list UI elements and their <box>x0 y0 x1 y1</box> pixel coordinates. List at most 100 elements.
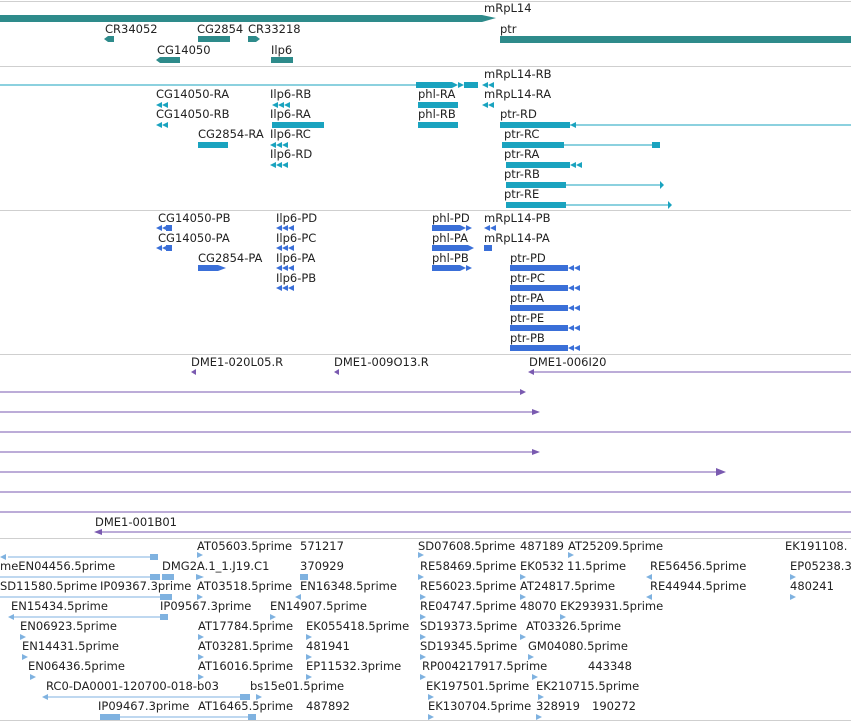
transcript-label[interactable]: mRpL14-RB <box>484 67 552 81</box>
transcript-label[interactable]: ptr-RC <box>504 127 540 141</box>
est-label[interactable]: EK210715.5prime <box>536 679 640 693</box>
protein-label[interactable]: phl-PA <box>432 231 468 245</box>
protein-label[interactable]: ptr-PD <box>510 251 546 265</box>
gene-label[interactable]: ptr <box>500 22 517 36</box>
protein-label[interactable]: CG14050-PB <box>158 211 231 225</box>
protein-label[interactable]: Ilp6-PA <box>276 251 316 265</box>
est-label[interactable]: EN15434.5prime <box>11 599 108 613</box>
est-label[interactable]: AT03281.5prime <box>198 639 294 653</box>
est-label[interactable]: SD19373.5prime <box>420 619 518 633</box>
est-label[interactable]: 11.5prime <box>567 559 627 573</box>
est-label[interactable]: AT16465.5prime <box>198 699 294 713</box>
est-label[interactable]: EP05238.3 <box>790 559 851 573</box>
est-label[interactable]: 443348 <box>588 659 632 673</box>
protein-label[interactable]: ptr-PC <box>510 271 545 285</box>
est-label[interactable]: AT03326.5prime <box>526 619 622 633</box>
est-label[interactable]: AT05603.5prime <box>197 539 293 553</box>
est-label[interactable]: EK197501.5prime <box>426 679 530 693</box>
est-label[interactable]: bs15e01.5prime <box>250 679 345 693</box>
protein-label[interactable]: ptr-PB <box>510 331 545 345</box>
est-label[interactable]: EK0532 <box>520 559 565 573</box>
est-label[interactable]: RC0-DA0001-120700-018-b03 <box>46 679 219 693</box>
est-label[interactable]: EP11532.3prime <box>306 659 402 673</box>
est-label[interactable]: RE44944.5prime <box>650 579 747 593</box>
transcript-label[interactable]: phl-RB <box>418 107 456 121</box>
clone-label[interactable]: DME1-006I20 <box>529 355 607 369</box>
transcript-label[interactable]: Ilp6-RB <box>270 87 312 101</box>
gene-label[interactable]: Ilp6 <box>271 43 293 57</box>
est-label[interactable]: RE56456.5prime <box>650 559 747 573</box>
est-label[interactable]: SD11580.5prime <box>0 579 98 593</box>
protein-label[interactable]: ptr-PA <box>510 291 545 305</box>
protein-label[interactable]: mRpL14-PA <box>484 231 550 245</box>
transcript-label[interactable]: CG2854-RA <box>198 127 264 141</box>
protein-label[interactable]: phl-PB <box>432 251 469 265</box>
est-label[interactable]: EK055418.5prime <box>306 619 410 633</box>
est-label[interactable]: EK191108. <box>785 539 848 553</box>
est-label[interactable]: meEN04456.5prime <box>0 559 116 573</box>
gene-label[interactable]: mRpL14 <box>484 1 532 15</box>
est-label[interactable]: EK293931.5prime <box>560 599 664 613</box>
est-label[interactable]: 481941 <box>306 639 350 653</box>
transcript-label[interactable]: mRpL14-RA <box>484 87 552 101</box>
est-label[interactable]: AT25209.5prime <box>568 539 664 553</box>
est-label[interactable]: 480241 <box>790 579 834 593</box>
transcript-label[interactable]: CG14050-RB <box>156 107 230 121</box>
protein-label[interactable]: Ilp6-PD <box>276 211 318 225</box>
transcript-label[interactable]: ptr-RB <box>504 167 540 181</box>
est-label[interactable]: EN16348.5prime <box>300 579 397 593</box>
transcript-label[interactable]: Ilp6-RD <box>270 147 313 161</box>
est-label[interactable]: AT16016.5prime <box>198 659 294 673</box>
gene-label[interactable]: CR33218 <box>248 22 301 36</box>
est-label[interactable]: 48070 <box>520 599 557 613</box>
est-label[interactable]: 571217 <box>300 539 344 553</box>
est-label[interactable]: EN06923.5prime <box>20 619 117 633</box>
est-label[interactable]: RE56023.5prime <box>420 579 517 593</box>
transcript-label[interactable]: phl-RA <box>418 87 456 101</box>
gene-label[interactable]: CG14050 <box>157 43 211 57</box>
est-label[interactable]: IP09367.3prime <box>100 579 192 593</box>
protein-label[interactable]: mRpL14-PB <box>484 211 551 225</box>
est-label[interactable]: EN14431.5prime <box>22 639 119 653</box>
est-label[interactable]: 487892 <box>306 699 350 713</box>
protein-label[interactable]: CG14050-PA <box>158 231 230 245</box>
transcript-label[interactable]: Ilp6-RA <box>270 107 311 121</box>
est-label[interactable]: AT24817.5prime <box>520 579 616 593</box>
transcript-label[interactable]: Ilp6-RC <box>270 127 311 141</box>
transcript-label[interactable]: CG14050-RA <box>156 87 230 101</box>
est-label[interactable]: 328919 <box>536 699 580 713</box>
est-label[interactable]: EN14907.5prime <box>270 599 367 613</box>
gene-cr34052-bar <box>104 36 114 42</box>
protein-label[interactable]: Ilp6-PB <box>276 271 317 285</box>
est-label[interactable]: AT03518.5prime <box>197 579 293 593</box>
protein-label[interactable]: phl-PD <box>432 211 470 225</box>
est-label[interactable]: SD07608.5prime <box>418 539 516 553</box>
est-label[interactable]: 370929 <box>300 559 344 573</box>
clone-label[interactable]: DME1-009O13.R <box>334 355 429 369</box>
protein-label[interactable]: CG2854-PA <box>198 251 263 265</box>
gene-cg2854-bar <box>198 36 230 42</box>
gene-ptr-bar <box>500 36 851 43</box>
protein-label[interactable]: Ilp6-PC <box>276 231 317 245</box>
est-label[interactable]: 487189 <box>520 539 564 553</box>
est-label[interactable]: AT17784.5prime <box>198 619 294 633</box>
transcript-label[interactable]: ptr-RE <box>504 187 540 201</box>
transcript-label[interactable]: ptr-RA <box>504 147 540 161</box>
clone-label[interactable]: DME1-020L05.R <box>191 355 284 369</box>
est-label[interactable]: IP09467.3prime <box>98 699 190 713</box>
est-label[interactable]: GM04080.5prime <box>528 639 628 653</box>
est-label[interactable]: RE04747.5prime <box>420 599 517 613</box>
est-label[interactable]: RE58469.5prime <box>420 559 517 573</box>
est-label[interactable]: EN06436.5prime <box>28 659 125 673</box>
est-label[interactable]: RP004217917.5prime <box>422 659 548 673</box>
est-label[interactable]: SD19345.5prime <box>420 639 518 653</box>
clone-label[interactable]: DME1-001B01 <box>95 515 177 529</box>
est-label[interactable]: 190272 <box>592 699 636 713</box>
est-label[interactable]: EK130704.5prime <box>428 699 532 713</box>
est-label[interactable]: IP09567.3prime <box>160 599 252 613</box>
transcript-label[interactable]: ptr-RD <box>500 107 537 121</box>
gene-label[interactable]: CR34052 <box>105 22 158 36</box>
gene-label[interactable]: CG2854 <box>197 22 244 36</box>
protein-label[interactable]: ptr-PE <box>510 311 545 325</box>
est-label[interactable]: DMG2A.1_1.J19.C1 <box>162 559 270 573</box>
